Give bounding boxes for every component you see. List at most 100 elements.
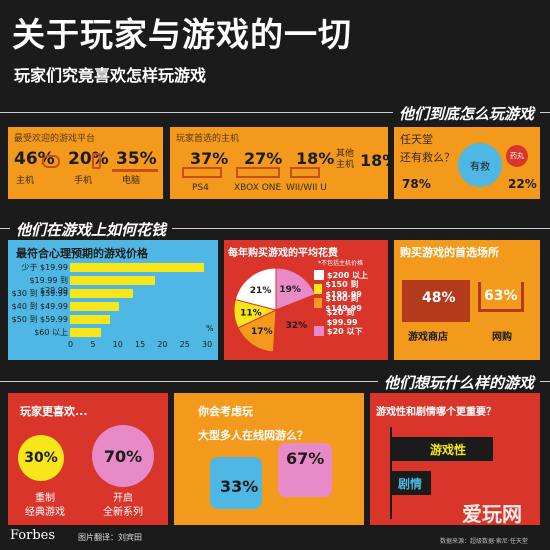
new-label-2: 全新系列 (103, 507, 143, 518)
page-title: 关于玩家与游戏的一切 (12, 15, 352, 54)
mmo-title: 你会考虑玩 (198, 405, 253, 418)
classic-value: 30% (24, 450, 58, 466)
legend-swatch (314, 312, 324, 322)
section-title-what-play: 他们想玩什么样的游戏 (377, 372, 540, 393)
legend-label: $100 到 $149.99 (325, 294, 362, 313)
consoles-panel: 玩家首选的主机 37% PS4 27% XBOX ONE 18% WII/WII… (170, 127, 388, 199)
legend-entry: $150 到 $199.99 (314, 280, 386, 299)
nintendo-yes-value: 78% (402, 177, 431, 191)
price-tick-label: 30 (202, 340, 213, 349)
platform-pc-value: 35% (116, 149, 157, 169)
console-xbox-value: 27% (244, 149, 283, 168)
watermark: 爱玩网 (462, 502, 522, 526)
classic-label-1: 重制 (35, 493, 55, 504)
price-category-label: $19.99 到 $29.99 (29, 276, 68, 295)
legend-swatch (314, 326, 324, 336)
prefer-panel: 玩家更喜欢... 30% 70% 重制 经典游戏 开启 全新系列 (8, 393, 168, 525)
store-value: 48% (422, 290, 456, 306)
price-bars: 少于 $19.99 $19.99 到 $29.99 $30 到 $39.99 $40 … (8, 260, 218, 340)
platforms-panel: 最受欢迎的游戏平台 46% 主机 20% 手机 35% 电脑 (8, 127, 163, 199)
legend-label: $150 到 $199.99 (325, 280, 362, 299)
pie-slice (237, 309, 277, 353)
platform-console-label: 主机 (16, 176, 35, 186)
mmo-yes-value: 33% (220, 477, 259, 496)
legend-swatch (314, 298, 323, 308)
section-title-how-play: 他们到底怎么玩游戏 (392, 103, 540, 124)
console-other-label: 其他主机 (336, 149, 355, 170)
price-tick-label: 5 (90, 340, 96, 349)
gameplay-bar (392, 437, 493, 461)
legend-swatch (314, 284, 323, 294)
stores-panel: 购买游戏的首选场所 48% 游戏商店 63% 网购 (394, 240, 540, 360)
console-ps4-value: 37% (190, 149, 229, 168)
online-label: 网购 (492, 332, 512, 343)
story-axis (390, 427, 392, 519)
spending-note: *不包括主机价格 (318, 260, 364, 267)
story-bar (392, 471, 432, 495)
thumbs-up-icon (210, 457, 262, 509)
thumbs-down-icon (278, 443, 332, 497)
price-category-label: 少于 $19.99 (21, 263, 68, 272)
gamepad-icon (42, 155, 60, 168)
platform-mobile-value: 20% (68, 149, 109, 169)
online-value: 63% (484, 288, 518, 304)
platform-mobile-label: 手机 (74, 176, 93, 186)
price-tick-label: 20 (157, 340, 168, 349)
platform-pc-label: 电脑 (122, 176, 141, 186)
store-building-icon (402, 280, 470, 322)
new-label-1: 开启 (113, 493, 133, 504)
legend-label: $20 到 $99.99 (326, 308, 358, 327)
laptop-icon (112, 169, 158, 172)
translation-credit: 图片翻译：刘宾田 (78, 533, 142, 542)
price-chart-title: 最符合心理预期的游戏价格 (16, 247, 148, 260)
price-bar (70, 263, 204, 272)
price-category-label: $60 以上 (34, 328, 68, 337)
consoles-title: 玩家首选的主机 (176, 134, 240, 144)
shopping-cart-icon (478, 282, 524, 312)
pie-slice-label: 21% (250, 286, 272, 296)
price-category-label: $30 到 $39.99 (11, 289, 68, 298)
page-subtitle: 玩家们究竟喜欢怎样玩游戏 (14, 66, 207, 85)
pie-slice-label: 17% (251, 327, 273, 337)
prefer-title: 玩家更喜欢... (20, 405, 88, 418)
price-bar (70, 302, 120, 311)
legend-label: $20 以下 (327, 326, 363, 336)
legend-entry: $200 以上 (314, 268, 386, 282)
legend-entry: $100 到 $149.99 (314, 294, 386, 313)
nintendo-no-value: 22% (508, 177, 537, 191)
wii-console-icon (290, 167, 320, 178)
source-note: 数据来源：超级数据·索尼·任天堂 (440, 538, 528, 545)
store-label: 游戏商店 (408, 332, 448, 343)
console-wii-label: WII/WII U (286, 183, 327, 193)
classic-label-2: 经典游戏 (25, 507, 65, 518)
legend-entry: $20 到 $99.99 (314, 308, 386, 327)
story-panel: 游戏性和剧情哪个更重要？ 游戏性 剧情 (370, 393, 540, 525)
classic-bubble: 30% (18, 435, 64, 481)
price-bar (70, 328, 102, 337)
pie-slice-label: 19% (279, 285, 301, 295)
console-ps4-label: PS4 (192, 183, 209, 193)
console-xbox-label: XBOX ONE (234, 183, 282, 193)
nintendo-title: 任天堂 (400, 133, 433, 146)
console-wii-value: 18% (296, 149, 335, 168)
price-tick-label: 10 (112, 340, 123, 349)
price-bar (70, 276, 155, 285)
spending-panel: 每年购买游戏的平均花费 *不包括主机价格 19% 32% 17% 11% 21% $20… (224, 240, 388, 360)
price-axis-unit: % (206, 324, 214, 333)
nintendo-yes-bubble: 有救 (458, 143, 502, 187)
nintendo-question: 还有救么？ (400, 151, 455, 164)
price-bar (70, 289, 133, 298)
price-bar (70, 315, 111, 324)
nintendo-panel: 任天堂 还有救么？ 78% 有救 药丸 22% (394, 127, 540, 199)
spending-legend: $200 以上 $150 到 $199.99 $100 到 $149.99 $20 到… (314, 268, 386, 338)
price-ticks: 0 5 10 15 20 25 30 (8, 340, 218, 354)
mmo-no-value: 67% (286, 449, 325, 468)
price-category-label: $50 到 $59.99 (11, 315, 68, 324)
section-divider (0, 381, 550, 382)
nintendo-no-label: 药丸 (510, 152, 524, 160)
legend-entry: $20 以下 (314, 324, 386, 338)
story-title: 游戏性和剧情哪个更重要？ (376, 407, 496, 418)
gameplay-label: 游戏性 (430, 443, 467, 457)
mmo-panel: 你会考虑玩 大型多人在线网游么？ 33% 67% (174, 393, 364, 525)
xbox-console-icon (236, 167, 280, 178)
